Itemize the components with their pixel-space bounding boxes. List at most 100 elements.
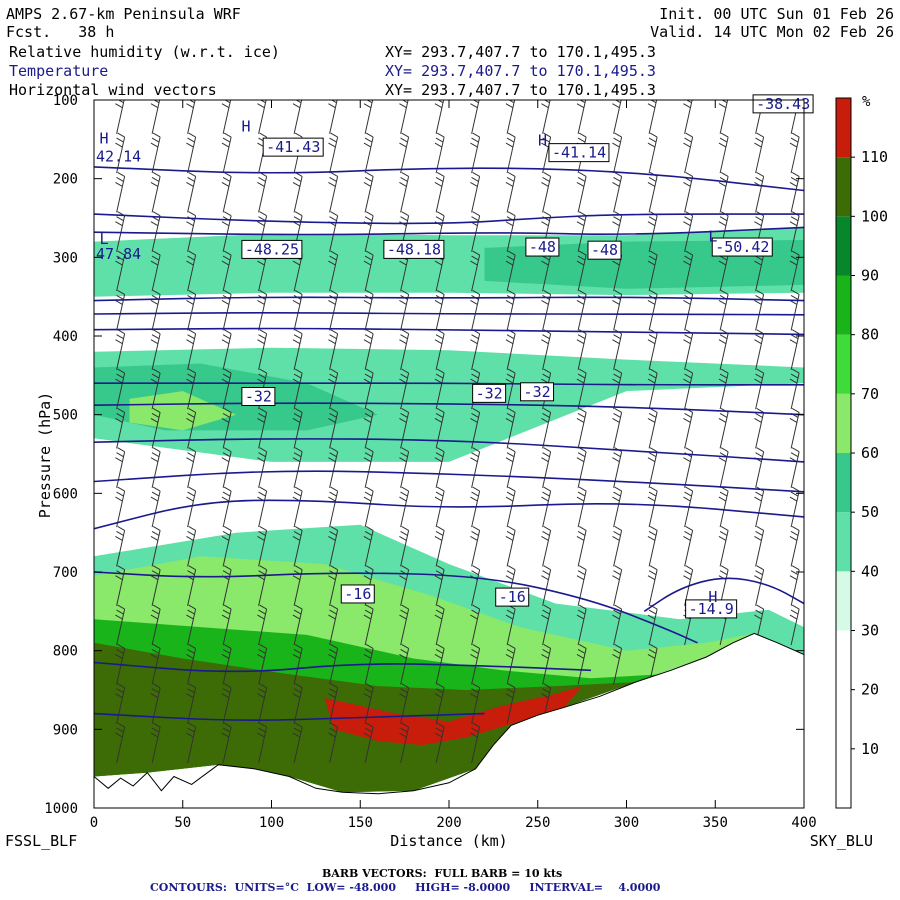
wind-barb-flag — [754, 575, 762, 581]
wind-barb-flag — [258, 570, 266, 576]
wind-barb — [470, 329, 481, 370]
temperature-contour — [94, 438, 804, 463]
wind-barb-shaft — [648, 412, 658, 449]
wind-barb-flag — [365, 525, 374, 531]
wind-barb-flag — [718, 378, 727, 384]
wind-barb-flag — [719, 216, 728, 222]
wind-barb-flag — [363, 339, 372, 345]
wind-barb — [683, 211, 694, 252]
wind-barb — [576, 643, 587, 685]
wind-barb-shaft — [293, 530, 303, 567]
wind-barb-flag — [399, 339, 407, 345]
wind-barb-flag — [505, 103, 514, 109]
wind-barb-shaft — [577, 451, 587, 488]
wind-barb-shaft — [506, 372, 516, 410]
wind-barb-flag — [151, 452, 160, 458]
wind-barb-shaft — [151, 530, 161, 567]
wind-barb-flag — [578, 132, 587, 138]
wind-barb-flag — [718, 339, 727, 345]
wind-barb-shaft — [151, 372, 161, 410]
wind-barb-flag — [685, 171, 693, 177]
wind-barb-shaft — [577, 648, 587, 685]
wind-barb-shaft — [506, 687, 516, 724]
wind-barb-flag — [543, 211, 551, 217]
wind-barb-shaft — [400, 490, 410, 528]
wind-barb-shaft — [435, 254, 445, 292]
wind-barb-flag — [648, 530, 657, 536]
wind-barb-flag — [258, 727, 266, 733]
wind-barb-flag — [648, 255, 657, 261]
extremum-marker: L — [708, 228, 717, 246]
wind-barb-flag — [647, 417, 656, 423]
wind-barb-flag — [294, 683, 303, 689]
wind-barb-flag — [152, 525, 161, 531]
y-tick-label: 100 — [53, 93, 78, 109]
wind-barb — [647, 447, 658, 488]
wind-barb — [718, 132, 729, 174]
wind-barb-flag — [683, 535, 691, 541]
wind-barb — [292, 683, 303, 724]
colorbar-segment — [836, 334, 851, 394]
wind-barb — [186, 525, 197, 567]
wind-barb-flag — [613, 334, 621, 340]
wind-barb-flag — [683, 339, 691, 345]
wind-barb-flag — [294, 604, 303, 610]
wind-barb-shaft — [329, 136, 339, 174]
wind-barb-flag — [292, 339, 301, 345]
wind-barb-shaft — [613, 136, 623, 174]
wind-barb-shaft — [258, 254, 268, 292]
wind-barb-flag — [257, 181, 265, 187]
wind-barb-flag — [576, 614, 585, 620]
wind-barb — [150, 407, 161, 449]
wind-barb-flag — [471, 688, 479, 694]
wind-barb-flag — [222, 491, 231, 497]
temperature-contour — [94, 213, 804, 225]
wind-barb-shaft — [542, 451, 552, 488]
wind-barb-flag — [577, 373, 586, 379]
wind-barb-flag — [719, 176, 728, 182]
wind-barb — [150, 171, 161, 213]
wind-barb-flag — [471, 609, 479, 615]
wind-barb-flag — [188, 683, 196, 689]
wind-barb-flag — [542, 609, 550, 615]
wind-barb-flag — [363, 575, 372, 581]
wind-barb-flag — [188, 604, 196, 610]
wind-barb-flag — [401, 368, 409, 374]
wind-barb — [683, 250, 694, 292]
wind-barb-flag — [790, 255, 799, 261]
wind-barb-flag — [577, 412, 586, 418]
wind-barb-shaft — [506, 254, 516, 292]
wind-barb-shaft — [258, 451, 268, 488]
wind-barb-flag — [329, 216, 337, 222]
wind-barb-shaft — [293, 490, 303, 528]
wind-barb-flag — [400, 334, 408, 340]
wind-barb-flag — [329, 491, 337, 497]
wind-barb-flag — [400, 412, 408, 418]
wind-barb — [470, 486, 481, 528]
wind-barb-flag — [150, 181, 159, 187]
temperature-contour — [94, 296, 804, 302]
wind-barb-flag — [685, 289, 693, 295]
wind-barb-flag — [470, 181, 478, 187]
wind-barb-flag — [399, 457, 407, 463]
wind-barb-flag — [328, 181, 336, 187]
wind-barb — [328, 329, 339, 370]
wind-barb-flag — [650, 94, 657, 98]
wind-barb-flag — [790, 609, 799, 615]
wind-barb-shaft — [293, 648, 303, 685]
wind-barb-shaft — [613, 530, 623, 567]
wind-barb-flag — [328, 299, 336, 305]
wind-barb-shaft — [116, 254, 126, 292]
wind-barb-shaft — [435, 451, 445, 488]
wind-barb-flag — [576, 103, 585, 109]
wind-barb-flag — [115, 103, 123, 109]
wind-barb-flag — [329, 609, 337, 615]
wind-barb-shaft — [435, 136, 445, 174]
wind-barb-flag — [150, 221, 159, 227]
wind-barb — [221, 447, 232, 488]
wind-barb-flag — [152, 329, 161, 335]
wind-barb-flag — [755, 216, 763, 222]
temperature-contour — [94, 166, 804, 192]
wind-barb — [150, 643, 161, 685]
wind-barb-flag — [293, 334, 302, 340]
